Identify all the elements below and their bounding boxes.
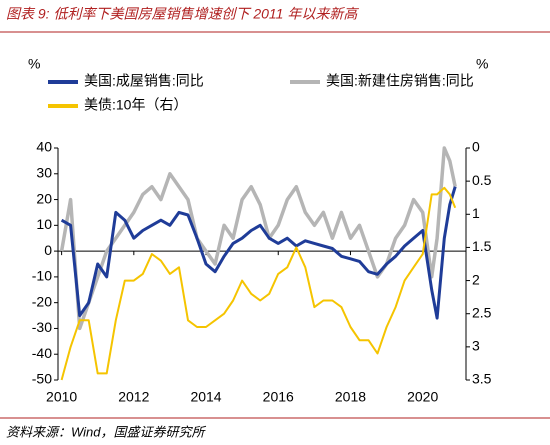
legend-label: 美国:新建住房销售:同比 bbox=[326, 73, 474, 89]
y-tick-label: -50 bbox=[32, 371, 52, 387]
series-line bbox=[60, 186, 457, 381]
legend-label: 美国:成屋销售:同比 bbox=[84, 73, 204, 89]
chart-title: 图表 9: 低利率下美国房屋销售增速创下 2011 年以来新高 bbox=[6, 6, 359, 22]
y2-axis-label: % bbox=[476, 56, 488, 72]
y-axis-label: % bbox=[28, 56, 40, 72]
y-tick-label: -30 bbox=[32, 319, 52, 335]
x-tick-label: 2012 bbox=[118, 389, 149, 405]
x-tick-label: 2010 bbox=[46, 389, 77, 405]
y-tick-label: 10 bbox=[36, 216, 52, 232]
series-line bbox=[60, 186, 457, 320]
x-tick-label: 2020 bbox=[407, 389, 438, 405]
y2-tick-label: 0.5 bbox=[472, 172, 492, 188]
y2-tick-label: 3.5 bbox=[472, 371, 492, 387]
y-tick-label: -10 bbox=[32, 268, 52, 284]
y2-tick-label: 3 bbox=[472, 338, 480, 354]
y-tick-label: -20 bbox=[32, 293, 52, 309]
y2-tick-label: 1.5 bbox=[472, 238, 492, 254]
y2-tick-label: 2 bbox=[472, 271, 480, 287]
legend-label: 美债:10年（右） bbox=[84, 97, 187, 113]
y-tick-label: 30 bbox=[36, 164, 52, 180]
y-tick-label: -40 bbox=[32, 345, 52, 361]
x-tick-label: 2018 bbox=[335, 389, 366, 405]
y2-tick-label: 1 bbox=[472, 205, 480, 221]
y-tick-label: 20 bbox=[36, 190, 52, 206]
y-tick-label: 40 bbox=[36, 139, 52, 155]
y2-tick-label: 2.5 bbox=[472, 304, 492, 320]
x-tick-label: 2016 bbox=[263, 389, 294, 405]
y2-tick-label: 0 bbox=[472, 139, 480, 155]
y-tick-label: 0 bbox=[44, 242, 52, 258]
source: 资料来源：Wind，国盛证券研究所 bbox=[6, 424, 207, 439]
series-line bbox=[59, 146, 457, 331]
x-tick-label: 2014 bbox=[190, 389, 221, 405]
